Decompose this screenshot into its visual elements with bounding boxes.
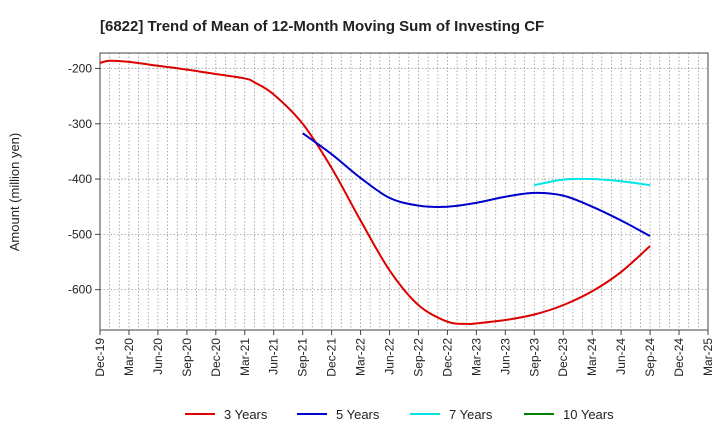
x-tick-label: Mar-24 [585,338,599,376]
chart-title: [6822] Trend of Mean of 12-Month Moving … [100,18,544,35]
x-tick-label: Sep-23 [527,338,541,377]
legend-label-3-years: 3 Years [224,407,268,422]
x-tick-label: Jun-22 [383,338,397,375]
series-line-3-years [99,59,651,326]
x-axis: Dec-19 Mar-20 Jun-20 Sep-20 Dec-20 Mar-21 Jun-… [93,330,715,377]
x-tick-label: Dec-20 [209,338,223,377]
y-tick-label: -600 [68,283,92,297]
x-tick-label: Dec-19 [93,338,107,377]
y-tick-label: -300 [68,117,92,131]
x-tick-label: Dec-21 [325,338,339,377]
x-tick-label: Sep-20 [180,338,194,377]
y-axis: -200 -300 -400 -500 -600 [68,61,100,297]
x-tick-label: Jun-20 [151,338,165,375]
y-tick-label: -200 [68,61,92,75]
x-tick-label: Sep-24 [643,338,657,377]
x-tick-label: Sep-21 [296,338,310,377]
x-tick-label: Mar-25 [701,338,715,376]
x-tick-label: Jun-23 [498,338,512,375]
series-line-5-years [302,132,651,237]
legend-label-5-years: 5 Years [336,407,380,422]
grid [99,53,709,330]
x-tick-label: Mar-22 [354,338,368,376]
y-axis-label: Amount (million yen) [7,133,22,252]
y-tick-label: -400 [68,172,92,186]
x-tick-label: Sep-22 [411,338,425,377]
y-tick-label: -500 [68,227,92,241]
x-tick-label: Dec-23 [556,338,570,377]
x-tick-label: Jun-21 [267,338,281,375]
x-tick-label: Jun-24 [614,338,628,375]
legend-label-10-years: 10 Years [563,407,614,422]
legend-label-7-years: 7 Years [449,407,493,422]
series-group [99,59,651,326]
x-tick-label: Dec-24 [672,338,686,377]
x-tick-label: Mar-20 [122,338,136,376]
legend: 3 Years 5 Years 7 Years 10 Years [185,407,614,422]
plot-frame [99,52,709,331]
x-tick-label: Mar-23 [469,338,483,376]
x-tick-label: Mar-21 [238,338,252,376]
series-line-7-years [534,177,651,187]
x-tick-label: Dec-22 [440,338,454,377]
